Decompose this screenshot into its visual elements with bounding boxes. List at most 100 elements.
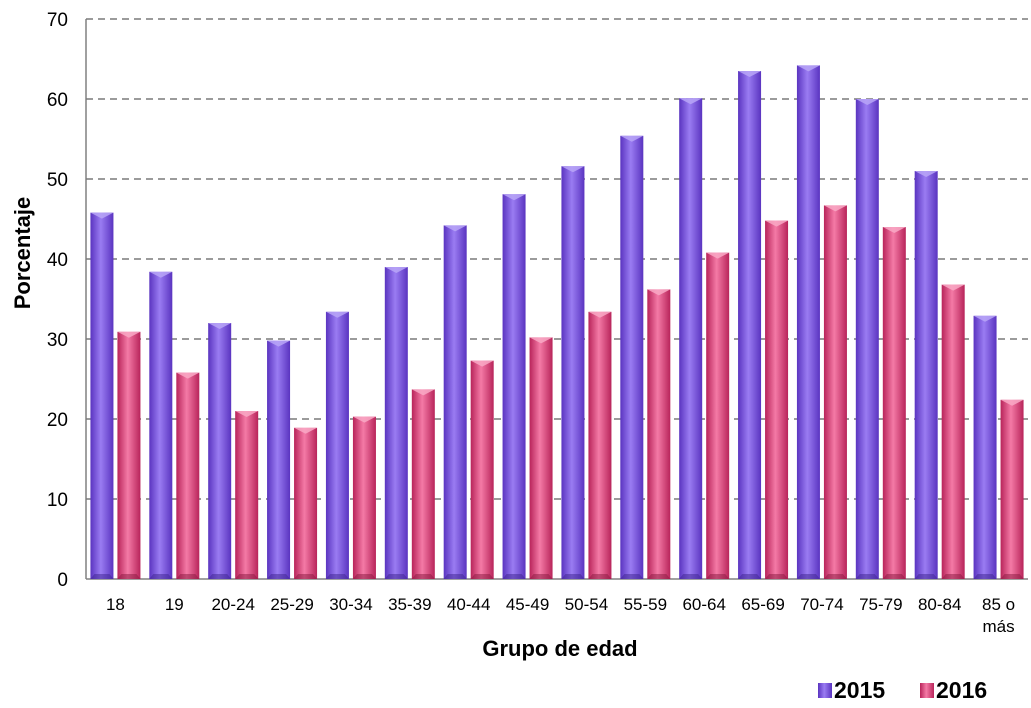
- x-tick-label: más: [983, 617, 1015, 636]
- bar-base: [267, 574, 291, 579]
- bar-2015-18: [90, 212, 114, 579]
- bar-base: [443, 574, 467, 579]
- bar-2015-35-39: [384, 267, 408, 579]
- bar-2016-85-o-más: [1000, 399, 1024, 579]
- bar-2016-35-39: [411, 389, 435, 579]
- legend-swatch-2015: [818, 683, 832, 698]
- bar-cap: [973, 315, 997, 322]
- bar-2015-50-54: [561, 166, 585, 579]
- legend-label-2015: 2015: [834, 677, 885, 703]
- legend-swatch-2016: [920, 683, 934, 698]
- y-tick-label: 70: [47, 10, 68, 31]
- bar-cap: [90, 212, 114, 219]
- bar-base: [470, 574, 494, 579]
- bar-base: [117, 574, 141, 579]
- bar-base: [325, 574, 349, 579]
- bar-2016-50-54: [588, 311, 612, 579]
- x-tick-label: 30-34: [329, 595, 372, 614]
- bar-cap: [738, 71, 762, 77]
- bar-2016-40-44: [470, 360, 494, 579]
- y-tick-label: 40: [47, 250, 68, 271]
- bar-cap: [823, 205, 847, 212]
- bar-base: [561, 574, 585, 579]
- bar-base: [176, 574, 200, 579]
- bar-2016-60-64: [706, 252, 730, 579]
- bar-base: [738, 574, 762, 579]
- bar-2016-18: [117, 331, 141, 579]
- bar-base: [796, 574, 820, 579]
- bar-cap: [765, 220, 789, 227]
- bar-base: [149, 574, 173, 579]
- bar-base: [90, 574, 114, 579]
- bar-cap: [561, 166, 585, 173]
- bar-2015-85-o-más: [973, 315, 997, 579]
- bar-cap: [352, 416, 376, 423]
- bar-cap: [529, 337, 553, 344]
- bar-2015-25-29: [267, 340, 291, 579]
- bar-cap: [914, 171, 938, 177]
- bar-2016-20-24: [235, 411, 259, 579]
- bar-base: [706, 574, 730, 579]
- bar-base: [647, 574, 671, 579]
- bar-cap: [443, 225, 467, 232]
- y-tick-label: 20: [47, 410, 68, 431]
- y-tick-label: 10: [47, 490, 68, 511]
- bar-base: [588, 574, 612, 579]
- bar-cap: [502, 194, 526, 201]
- bar-cap: [941, 284, 965, 291]
- bar-2015-55-59: [620, 135, 644, 580]
- bar-2015-45-49: [502, 194, 526, 579]
- bar-2015-65-69: [738, 71, 762, 579]
- bar-cap: [267, 340, 291, 347]
- bar-base: [529, 574, 553, 579]
- bar-cap: [647, 289, 671, 296]
- bar-cap: [855, 99, 879, 105]
- x-tick-label: 70-74: [800, 595, 843, 614]
- x-tick-label: 25-29: [270, 595, 313, 614]
- x-tick-label: 50-54: [565, 595, 608, 614]
- bar-cap: [235, 411, 259, 417]
- bar-cap: [294, 427, 318, 434]
- bar-base: [411, 574, 435, 579]
- bar-cap: [117, 331, 141, 338]
- bar-2016-25-29: [294, 427, 318, 579]
- bar-cap: [470, 360, 494, 367]
- bar-cap: [208, 323, 232, 329]
- bar-2015-19: [149, 271, 173, 579]
- bar-2016-19: [176, 372, 200, 579]
- bar-2016-30-34: [352, 416, 376, 579]
- bar-2016-80-84: [941, 284, 965, 579]
- bar-cap: [384, 267, 408, 273]
- bar-base: [235, 574, 259, 579]
- bar-cap: [411, 389, 435, 396]
- bar-base: [384, 574, 408, 579]
- bar-cap: [882, 227, 906, 233]
- bar-base: [882, 574, 906, 579]
- bar-base: [914, 574, 938, 579]
- bar-2015-40-44: [443, 225, 467, 579]
- legend: 2015 2016: [818, 677, 987, 703]
- x-tick-label: 65-69: [741, 595, 784, 614]
- bar-base: [208, 574, 232, 579]
- x-tick-label: 75-79: [859, 595, 902, 614]
- bar-2016-45-49: [529, 337, 553, 579]
- bar-2015-70-74: [796, 65, 820, 579]
- bar-2016-65-69: [765, 220, 789, 579]
- x-tick-label: 85 o: [982, 595, 1015, 614]
- bar-cap: [706, 252, 730, 259]
- y-tick-label: 0: [57, 570, 68, 591]
- y-axis-title: Porcentaje: [10, 197, 35, 310]
- bar-base: [823, 574, 847, 579]
- bar-2015-75-79: [855, 99, 879, 579]
- bar-cap: [588, 311, 612, 318]
- x-tick-label: 45-49: [506, 595, 549, 614]
- bar-base: [679, 574, 703, 579]
- bar-base: [941, 574, 965, 579]
- bar-base: [973, 574, 997, 579]
- bar-base: [294, 574, 318, 579]
- bar-base: [765, 574, 789, 579]
- bar-cap: [1000, 399, 1024, 406]
- x-tick-label: 60-64: [682, 595, 725, 614]
